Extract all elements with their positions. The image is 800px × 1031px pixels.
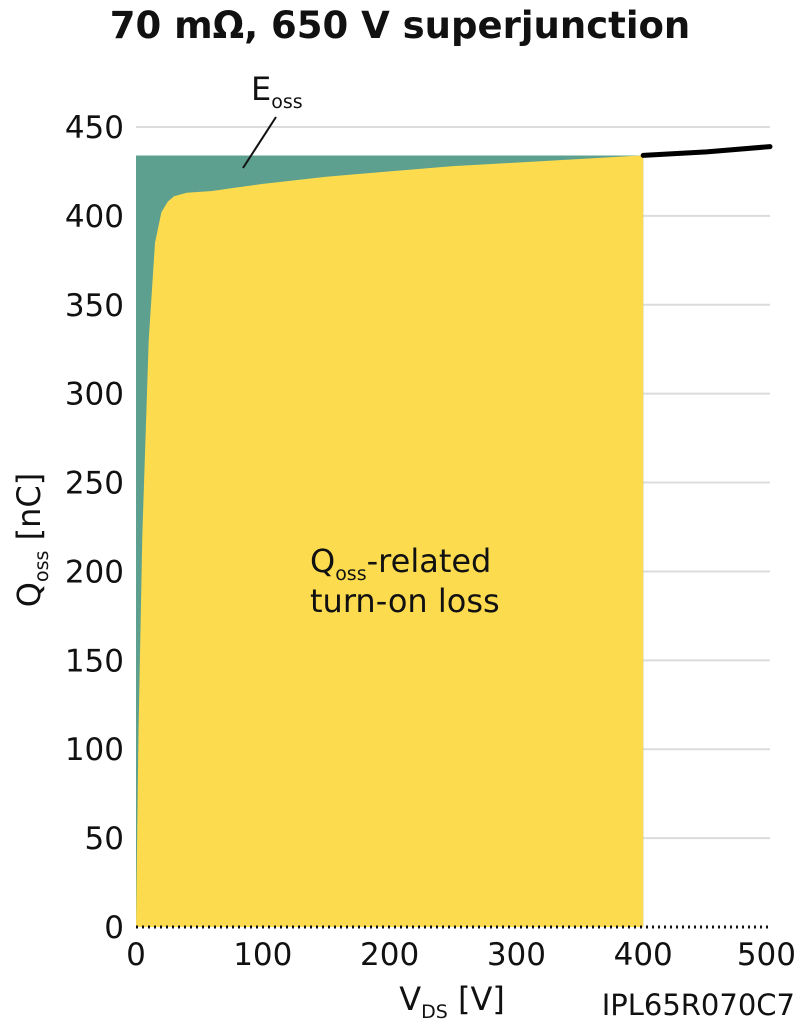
y-tick-label: 150: [65, 643, 124, 679]
y-axis-ticks: 0 50 100 150 200 250 300 350 400 450: [65, 110, 124, 946]
y-tick-label: 50: [85, 821, 124, 857]
y-tick-label: 450: [65, 110, 124, 146]
qoss-loss-label-sub: oss: [335, 563, 366, 585]
x-axis-label-unit: [V]: [448, 980, 505, 1018]
y-tick-label: 250: [65, 466, 124, 502]
x-tick-label: 100: [233, 937, 292, 973]
y-tick-label: 300: [65, 377, 124, 413]
y-tick-label: 400: [65, 199, 124, 235]
part-number: IPL65R070C7: [602, 988, 795, 1022]
chart-title: 70 mΩ, 650 V superjunction: [110, 4, 691, 47]
qoss-curve: [640, 144, 773, 158]
x-tick-label: 300: [487, 937, 546, 973]
y-axis-label: Qoss [nC]: [10, 473, 53, 607]
eoss-annotation: Eoss: [251, 70, 303, 113]
x-tick-label: 400: [614, 937, 673, 973]
qoss-loss-annotation: Qoss-related turn-on loss: [310, 542, 500, 620]
y-tick-label: 350: [65, 288, 124, 324]
y-tick-label: 0: [104, 910, 124, 946]
qoss-loss-label-line2: turn-on loss: [310, 582, 500, 620]
x-axis-label: VDS [V]: [399, 980, 505, 1023]
qoss-loss-label-main: Q: [310, 542, 335, 580]
eoss-label-main: E: [251, 70, 271, 108]
eoss-leader-line: [242, 116, 277, 169]
y-tick-label: 200: [65, 554, 124, 590]
x-tick-label: 500: [737, 937, 796, 973]
qoss-related-loss-area: [136, 155, 644, 927]
y-axis-label-sub: oss: [31, 551, 53, 582]
y-tick-label: 100: [65, 732, 124, 768]
x-axis-label-sub: DS: [421, 1001, 448, 1023]
y-axis-label-main: Q: [10, 582, 48, 607]
x-axis-ticks: 0 100 200 300 400 500: [126, 937, 796, 973]
x-axis-label-main: V: [399, 980, 421, 1018]
qoss-loss-label-rest: -related: [367, 542, 492, 580]
y-axis-label-unit: [nC]: [10, 473, 48, 551]
x-tick-label: 0: [126, 937, 146, 973]
x-tick-label: 200: [360, 937, 419, 973]
eoss-label-sub: oss: [271, 91, 302, 113]
